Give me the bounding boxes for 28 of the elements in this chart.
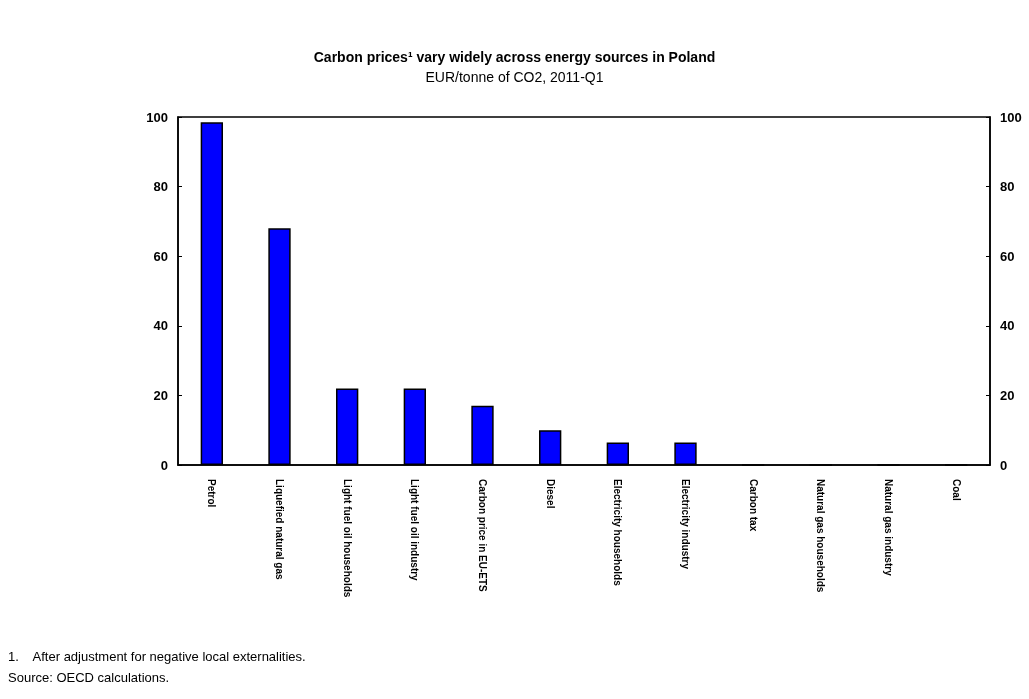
x-tick-label: Petrol <box>206 479 218 508</box>
x-tick-label: Diesel <box>544 479 556 509</box>
chart-title: Carbon prices¹ vary widely across energy sources in Poland <box>313 49 716 65</box>
y-tick-label: 60 <box>153 248 168 264</box>
x-tick-label: Carbon price in EU-ETS <box>477 479 488 593</box>
x-tick-label: Light fuel oil households <box>341 479 353 598</box>
x-tick-label: Liquefied natural gas <box>274 479 285 581</box>
y-tick-label: 40 <box>153 318 168 334</box>
x-tick-label: Natural gas households <box>815 479 827 593</box>
x-tick-label: Electricity households <box>612 479 624 587</box>
y-tick-label: 80 <box>153 179 168 195</box>
source-note: Source: OECD calculations. <box>8 670 170 685</box>
x-tick-label: Coal <box>950 479 962 501</box>
y2-tick-label: 80 <box>1000 179 1015 195</box>
chart-subtitle: EUR/tonne of CO2, 2011-Q1 <box>425 69 604 85</box>
y2-tick-label: 0 <box>1000 457 1008 473</box>
text: 1. After adjustment for negative local externalities. <box>8 649 306 664</box>
y-tick-label: 100 <box>146 109 168 125</box>
x-tick-label: Electricity industry <box>680 479 691 570</box>
x-tick-label: Light fuel oil industry <box>409 479 421 582</box>
y2-tick-label: 20 <box>1000 387 1015 403</box>
x-tick-label: Natural gas industry <box>883 479 894 577</box>
y2-tick-label: 100 <box>1000 109 1022 125</box>
y-tick-label: 0 <box>160 457 168 473</box>
y2-tick-label: 60 <box>1000 248 1015 264</box>
y2-tick-label: 40 <box>1000 318 1015 334</box>
y-tick-label: 20 <box>153 387 168 403</box>
x-tick-label: Carbon tax <box>747 479 759 532</box>
